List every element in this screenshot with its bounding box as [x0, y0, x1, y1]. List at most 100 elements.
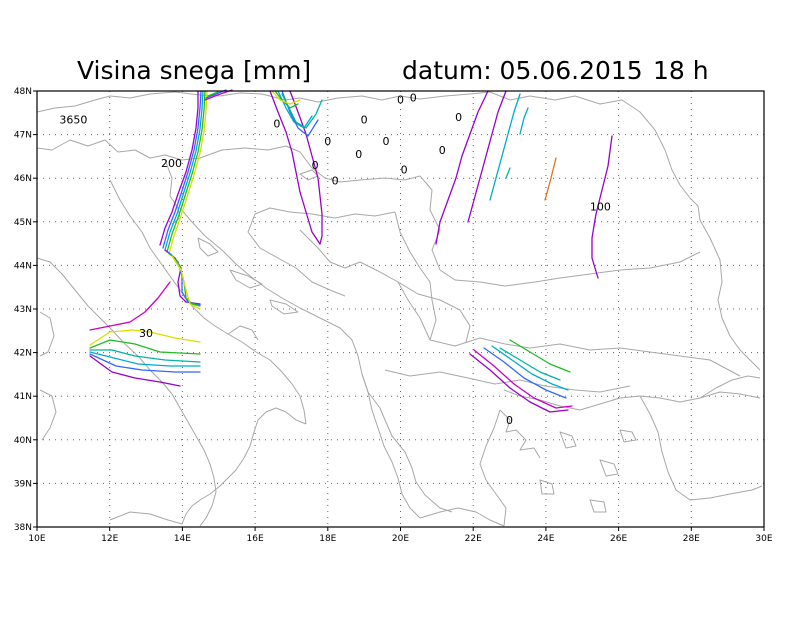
italy-west-coast [36, 257, 217, 527]
axis-tick-labels: 10E 12E 14E 16E 18E 20E 22E 24E 26E 28E 30E 38N 39N 4… [14, 87, 773, 544]
isoline-alps-yellow [168, 90, 208, 255]
contour-label: 3650 [59, 113, 87, 126]
isoline-alps-cyan [164, 90, 204, 251]
contour-label: 0 [455, 111, 462, 124]
greece-north-border [384, 369, 631, 393]
y-tick-label: 45N [14, 218, 32, 228]
contour-label: 0 [312, 159, 319, 172]
contour-label: 0 [361, 113, 368, 126]
y-tick-label: 41N [14, 392, 32, 402]
isoline-rhodope-blue [483, 347, 567, 399]
isoline-romania-purple-1 [435, 90, 489, 245]
romania-north-border [489, 91, 681, 186]
y-tick-label: 42N [14, 349, 32, 359]
aegean-islands-1 [559, 431, 577, 449]
contour-label: 0 [273, 118, 280, 131]
balkans-inner [299, 229, 431, 341]
aegean-islands-4 [539, 479, 555, 495]
x-tick-label: 14E [174, 534, 191, 544]
black-sea-coast [679, 184, 761, 371]
bosnia-border [247, 213, 346, 297]
coastlines-and-borders [36, 91, 763, 527]
x-tick-label: 24E [537, 534, 554, 544]
isoline-alps-green [166, 90, 206, 253]
contour-label: 0 [506, 414, 513, 427]
x-tick-label: 16E [247, 534, 264, 544]
aegean-islands-5 [589, 499, 607, 513]
hour-label: 18 h [653, 56, 709, 85]
isoline-romania-orange [544, 157, 557, 201]
contour-label: 0 [324, 135, 331, 148]
isoline-carpathian-2 [289, 90, 323, 245]
aegean-islands-2 [599, 459, 619, 477]
map-title: Visina snega [mm] [77, 56, 311, 85]
date-label: datum: 05.06.2015 [402, 56, 643, 85]
isoline-carpathian-1 [269, 90, 321, 245]
isoline-adriatic-yellow [171, 255, 201, 310]
graticule [37, 91, 764, 527]
aegean-north-coast [503, 389, 761, 411]
bulgaria-south-border [429, 337, 741, 377]
isoline-apennine-green [89, 339, 201, 355]
istria-coast [164, 159, 181, 225]
x-tick-label: 22E [465, 534, 482, 544]
isoline-carpathian-teal [281, 93, 323, 129]
isoline-rhodope-green [509, 339, 571, 373]
austria-hungary-border [299, 91, 491, 103]
y-tick-label: 39N [14, 479, 32, 489]
danube-line [454, 251, 701, 287]
isoline-rhodope-teal [499, 347, 561, 381]
y-tick-label: 43N [14, 305, 32, 315]
isoline-adriatic-green [170, 253, 201, 307]
macedonia-border [397, 281, 471, 343]
sicily-tip [109, 511, 183, 525]
serbia-border [394, 211, 437, 341]
greece-west-coast [377, 427, 421, 519]
isoline-apennine-purple [89, 355, 181, 387]
isoline-romania-purple-2 [467, 90, 507, 223]
isoline-rhodope-cyan [491, 345, 569, 391]
x-tick-label: 30E [755, 534, 772, 544]
slovenia-border [181, 145, 421, 183]
isoline-romania-teal-short [505, 167, 511, 179]
contour-label: 0 [332, 174, 339, 187]
adriatic-islands-2 [229, 269, 263, 289]
marmara-coast [699, 375, 761, 399]
contour-label: 30 [139, 327, 153, 340]
contour-label: 200 [161, 157, 182, 170]
isoline-apennine-yellow [89, 329, 201, 346]
romania-west-border [419, 175, 456, 281]
isoline-apennine-magenta [89, 281, 171, 331]
italy-heel [181, 407, 307, 525]
x-tick-label: 26E [610, 534, 627, 544]
contour-label: 100 [590, 201, 611, 214]
isoline-rhodope-purple [469, 353, 569, 413]
x-tick-label: 10E [28, 534, 45, 544]
italy-gargano [227, 325, 259, 341]
y-tick-label: 44N [14, 261, 32, 271]
x-tick-label: 12E [101, 534, 118, 544]
adriatic-islands-1 [197, 237, 219, 257]
x-tick-label: 20E [392, 534, 409, 544]
sardinia-north [39, 389, 57, 441]
isoline-carpathian-cyan [277, 90, 313, 129]
adriatic-islands-3 [269, 299, 299, 315]
contour-label: 0 [397, 94, 404, 107]
swiss-border [36, 139, 183, 161]
isoline-alps-green-top [207, 91, 219, 97]
contour-label: 0 [439, 144, 446, 157]
sava-line [254, 207, 396, 219]
isoline-apennine-blue [89, 353, 201, 373]
alpine-border-north [36, 91, 301, 113]
isoline-rhodope-magenta [473, 349, 573, 409]
y-tick-label: 47N [14, 131, 32, 141]
italy-east-coast [109, 179, 307, 425]
isoline-romania-cyan-short [519, 107, 529, 135]
aegean-islands-3 [619, 429, 637, 443]
contour-label: 0 [382, 135, 389, 148]
contour-label: 0 [410, 92, 417, 105]
turkey-coast [639, 395, 763, 501]
isoline-alps-purple [159, 90, 199, 246]
contour-label: 0 [401, 163, 408, 176]
